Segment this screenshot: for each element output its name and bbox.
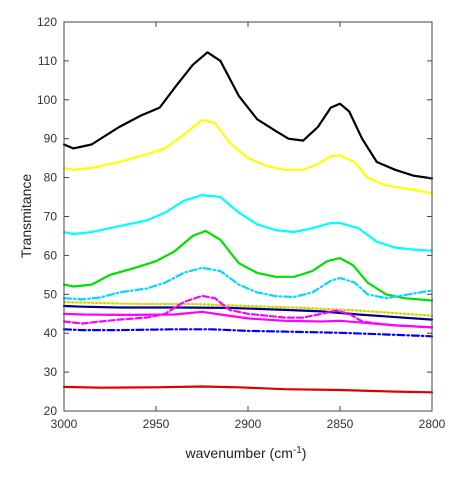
series-line-9 (62, 310, 434, 329)
x-tick-label: 2850 (327, 417, 354, 431)
y-tick-label: 40 (44, 326, 58, 340)
series-layer (62, 51, 434, 394)
y-tick-label: 30 (44, 365, 58, 379)
x-tick-label: 2900 (235, 417, 262, 431)
x-axis-label: wavenumber (cm-1) (185, 445, 307, 462)
series-line-1 (62, 51, 434, 180)
y-tick-label: 120 (37, 15, 57, 29)
series-line-6 (62, 301, 434, 317)
series-line-10 (62, 328, 434, 338)
series-line-8 (62, 294, 434, 329)
y-axis-label: Transmitance (18, 174, 34, 259)
y-tick-label: 110 (38, 54, 57, 68)
x-tick-label: 3000 (51, 417, 78, 431)
axis-layer: 20 30 40 50 60 70 80 90 100 110 120 3000 2950 2900 285… (37, 15, 446, 431)
y-tick-label: 80 (44, 171, 58, 185)
y-tick-label: 60 (44, 248, 58, 262)
y-tick-label: 100 (37, 93, 57, 107)
x-tick-label: 2950 (143, 417, 170, 431)
y-tick-label: 50 (44, 287, 58, 301)
y-tick-label: 20 (44, 404, 58, 418)
x-tick-label: 2800 (419, 417, 446, 431)
plot-area (64, 22, 432, 411)
y-tick-label: 90 (44, 132, 58, 146)
series-line-5 (62, 266, 434, 301)
series-line-3 (62, 194, 434, 252)
y-tick-label: 70 (44, 210, 58, 224)
plot-background (64, 22, 432, 411)
series-line-11 (62, 385, 434, 394)
series-line-4 (62, 229, 434, 302)
series-line-2 (62, 118, 434, 195)
